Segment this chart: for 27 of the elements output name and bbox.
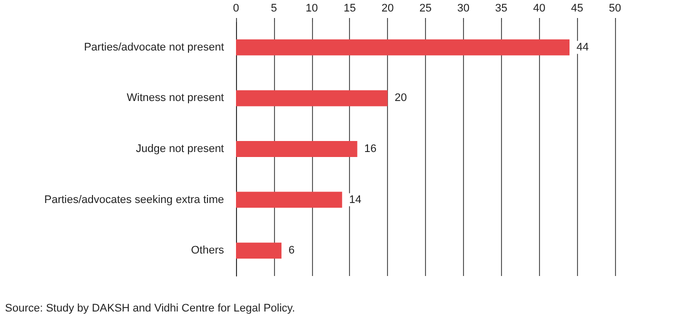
x-tick-label: 5 — [270, 2, 277, 14]
bar — [236, 192, 342, 208]
data-label: 6 — [288, 244, 295, 257]
y-tick-label: Judge not present — [136, 143, 224, 155]
y-tick-label: Others — [190, 244, 224, 257]
data-label: 16 — [364, 143, 377, 155]
bar — [236, 90, 388, 106]
x-tick-label: 30 — [457, 2, 470, 14]
bar — [236, 39, 570, 56]
data-label: 20 — [394, 92, 407, 104]
x-tick-label: 15 — [344, 2, 356, 14]
x-tick-label: 25 — [419, 2, 432, 14]
y-tick-label: Parties/advocate not present — [84, 41, 224, 54]
y-tick-label: Parties/advocates seeking extra time — [44, 194, 224, 206]
source-note: Source: Study by DAKSH and Vidhi Centre for Legal Policy. — [5, 302, 296, 314]
x-tick-label: 40 — [533, 2, 546, 14]
bar — [236, 141, 358, 157]
data-label: 14 — [349, 194, 362, 206]
bar — [236, 242, 282, 259]
y-tick-label: Witness not present — [126, 92, 224, 104]
x-tick-label: 45 — [570, 2, 584, 14]
data-label: 44 — [576, 41, 589, 54]
x-tick-label: 50 — [608, 2, 622, 14]
x-tick-label: 0 — [232, 2, 240, 14]
x-tick-label: 10 — [306, 2, 318, 14]
x-tick-label: 35 — [495, 2, 508, 14]
x-tick-label: 20 — [381, 2, 394, 14]
